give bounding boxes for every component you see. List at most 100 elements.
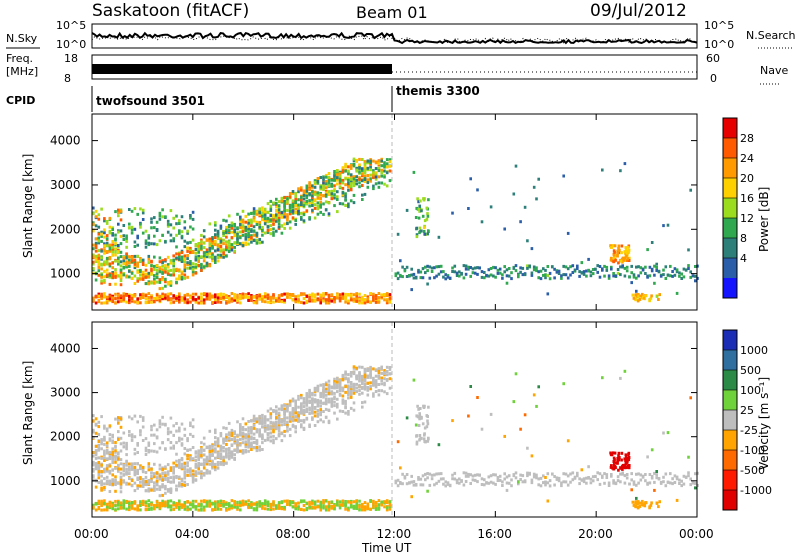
power-cell	[607, 274, 611, 278]
power-cell	[153, 277, 156, 281]
velocity-cell	[366, 393, 370, 397]
velocity-cell	[200, 476, 203, 480]
power-cell	[150, 220, 153, 224]
power-cell	[189, 225, 192, 229]
velocity-cell	[305, 416, 309, 420]
velocity-cell	[464, 471, 468, 475]
power-cell	[377, 159, 381, 163]
power-cell	[147, 300, 151, 304]
power-cell	[426, 214, 430, 218]
velocity-cell	[548, 484, 552, 488]
velocity-cell	[322, 499, 325, 503]
velocity-cell	[108, 433, 112, 437]
power-cell	[175, 295, 178, 298]
power-cell	[330, 293, 334, 297]
power-cell	[341, 178, 345, 182]
power-cell	[369, 292, 372, 295]
velocity-cell	[489, 480, 493, 484]
velocity-cell	[319, 401, 322, 405]
power-cell	[100, 275, 103, 279]
power-cell	[92, 247, 95, 251]
power-cell	[327, 175, 331, 179]
power-cell	[250, 228, 253, 232]
velocity-cell	[103, 467, 106, 471]
power-cell	[136, 297, 139, 301]
power-cell	[324, 301, 328, 305]
velocity-cell	[435, 481, 438, 485]
power-cell	[377, 166, 381, 170]
power-cell	[501, 273, 504, 277]
velocity-cell	[361, 380, 364, 384]
velocity-cell	[230, 499, 234, 503]
freq-bar	[92, 64, 392, 74]
power-cell	[675, 291, 679, 295]
velocity-cell	[219, 461, 223, 464]
velocity-cell	[214, 428, 217, 432]
power-cell	[130, 228, 134, 232]
velocity-cell	[183, 452, 187, 456]
power-cell	[401, 275, 404, 279]
power-cell	[166, 255, 170, 259]
power-cell	[175, 280, 178, 284]
power-cell	[236, 212, 239, 216]
velocity-cell	[687, 471, 690, 475]
power-cell	[92, 253, 95, 257]
power-cell	[103, 278, 106, 282]
velocity-cell	[191, 473, 195, 477]
date-title: 09/Jul/2012	[590, 1, 687, 21]
velocity-cell	[202, 442, 206, 446]
velocity-cell	[119, 477, 123, 481]
velocity-cell	[358, 389, 361, 392]
power-cell	[283, 212, 286, 216]
velocity-cell	[178, 439, 181, 443]
power-cell	[363, 301, 367, 305]
velocity-cell	[283, 413, 286, 417]
velocity-cell	[544, 476, 547, 479]
velocity-cell	[119, 482, 123, 486]
power-cell	[164, 293, 167, 297]
power-cell	[369, 173, 372, 177]
power-cell	[327, 293, 331, 297]
power-cell	[294, 200, 297, 204]
velocity-cell	[180, 422, 184, 426]
power-cell	[230, 236, 234, 240]
power-cell	[610, 265, 613, 269]
velocity-cell	[172, 471, 175, 475]
power-cell	[114, 253, 117, 257]
power-cell	[144, 273, 148, 276]
power-cell	[191, 217, 195, 221]
velocity-cell	[103, 482, 106, 486]
velocity-cell	[277, 429, 281, 433]
velocity-cell	[366, 381, 370, 385]
velocity-cell	[369, 373, 372, 377]
velocity-cell	[377, 369, 381, 373]
power-cell	[219, 226, 223, 230]
velocity-cell	[291, 412, 295, 416]
velocity-cell	[122, 466, 126, 470]
velocity-cell	[374, 504, 378, 508]
velocity-cell	[611, 451, 615, 455]
velocity-cell	[144, 437, 148, 441]
velocity-cell	[208, 447, 212, 451]
velocity-cell	[130, 438, 134, 442]
velocity-cell	[94, 502, 98, 506]
power-cell	[316, 193, 320, 197]
velocity-cell	[105, 429, 109, 433]
velocity-cell	[286, 503, 289, 506]
velocity-cell	[111, 468, 114, 472]
power-cell	[492, 274, 495, 278]
power-cell	[410, 288, 413, 292]
velocity-cell	[300, 403, 303, 407]
power-cell	[341, 191, 345, 195]
power-cell	[383, 298, 386, 302]
velocity-cell	[532, 393, 536, 397]
noise-tick-top-left: 10^5	[56, 19, 86, 32]
velocity-cell	[214, 462, 217, 466]
velocity-cell	[252, 423, 256, 427]
velocity-cell	[403, 476, 407, 480]
velocity-cell	[610, 473, 613, 476]
power-cell	[161, 233, 164, 237]
velocity-cell	[222, 446, 225, 449]
power-cell	[555, 270, 559, 274]
power-cell	[100, 279, 103, 283]
